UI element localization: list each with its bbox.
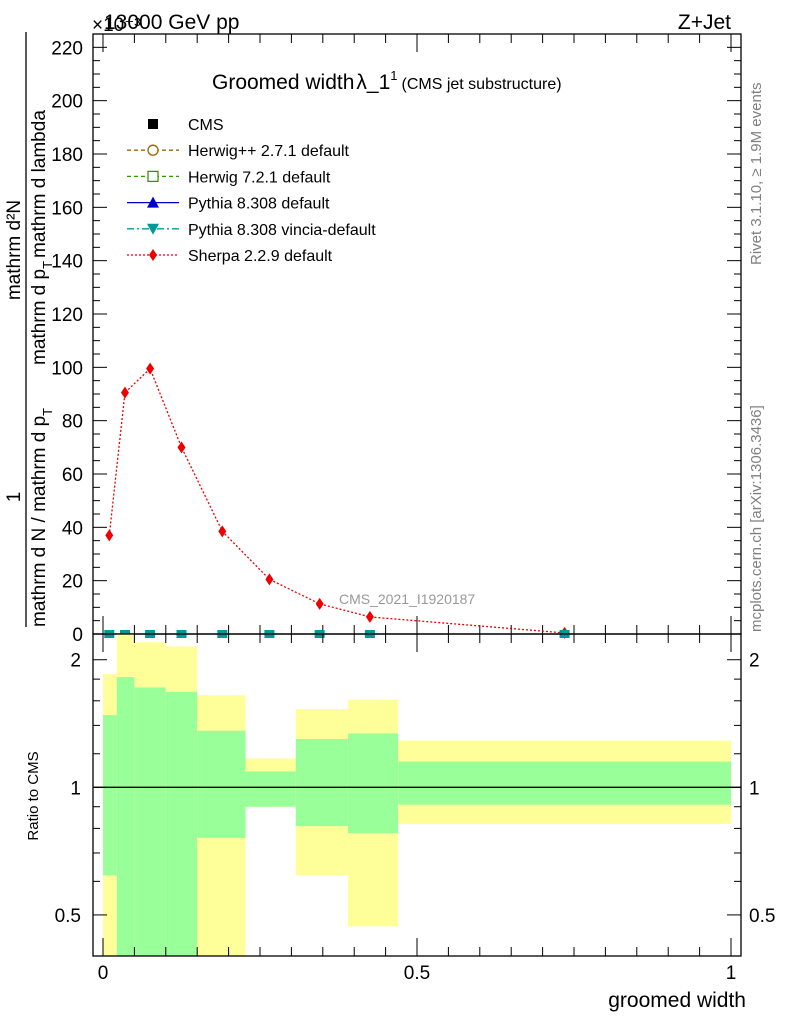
legend-marker-sherpa <box>149 249 157 261</box>
y-right-numerator: mathrm d²N <box>4 200 25 300</box>
ratio-inner-band-2 <box>134 687 166 956</box>
title-superscript: 1 <box>390 68 397 83</box>
legend-label-pythia: Pythia 8.308 default <box>188 196 330 213</box>
main-y-tick-label-0: 0 <box>72 625 83 646</box>
ratio-y-tick-label-0: 0.5 <box>55 906 81 927</box>
rivet-label: Rivet 3.1.10, ≥ 1.9M events <box>748 83 765 266</box>
ratio-y-tick-label-right-2: 2 <box>749 651 760 672</box>
ratio-bands <box>103 634 731 956</box>
sherpa-point-0 <box>105 529 114 542</box>
legend-marker-vincia <box>147 223 159 235</box>
title-symbol: λ_1 <box>356 71 390 94</box>
legend-marker-data <box>148 119 158 129</box>
title-note: (CMS jet substructure) <box>402 76 562 93</box>
chart-title: Groomed widthλ_11 (CMS jet substructure) <box>212 68 562 94</box>
ratio-y-tick-label-right-0: 0.5 <box>749 906 775 927</box>
legend-marker-herwigpp <box>147 144 159 156</box>
analysis-watermark: CMS_2021_I1920187 <box>339 591 475 607</box>
legend-label-sherpa: Sherpa 2.2.9 default <box>188 248 333 265</box>
ratio-inner-band-4 <box>197 730 246 838</box>
sherpa-point-5 <box>265 573 274 586</box>
main-y-tick-label-4: 80 <box>62 412 83 433</box>
main-y-tick-label-8: 160 <box>51 198 83 219</box>
ratio-y-tick-label-right-1: 1 <box>749 778 760 799</box>
ratio-inner-band-6 <box>295 739 348 827</box>
ratio-inner-band-7 <box>347 733 399 834</box>
ratio-plot: 0.5 0.5 1 1 2 2 0 0.5 1 <box>55 633 775 984</box>
main-y-tick-label-5: 100 <box>51 358 83 379</box>
main-y-tick-label-2: 40 <box>62 518 83 539</box>
x-tick-label-1: 0.5 <box>404 963 430 984</box>
ratio-inner-band-1 <box>116 677 135 956</box>
x-tick-label-2: 1 <box>726 963 737 984</box>
legend: CMS Herwig++ 2.7.1 default Herwig 7.2.1 de… <box>127 117 376 265</box>
main-y-tick-label-9: 180 <box>51 145 83 166</box>
exponent-label: ×10⁻³ <box>92 15 141 36</box>
legend-label-data: CMS <box>188 117 224 134</box>
sherpa-line <box>108 367 565 634</box>
main-plot: 0 20 40 60 80 100 120 140 160 180 200 220 <box>51 33 742 646</box>
main-y-tick-label-6: 120 <box>51 305 83 326</box>
main-y-label: 1 mathrm d N / mathrm d pT mathrm d²N ma… <box>4 32 55 627</box>
ratio-y-tick-label-1: 1 <box>70 778 81 799</box>
legend-marker-herwig7 <box>147 170 159 183</box>
ratio-inner-band-0 <box>103 715 117 876</box>
x-tick-label-0: 0 <box>98 963 109 984</box>
legend-label-herwigpp: Herwig++ 2.7.1 default <box>188 143 350 160</box>
main-y-tick-label-3: 60 <box>62 465 83 486</box>
sherpa-point-4 <box>218 525 227 538</box>
energy-label: 13000 GeV pp <box>104 11 239 34</box>
y-frac-denominator: mathrm d N / mathrm d pT <box>29 408 55 627</box>
sherpa-point-7 <box>365 610 374 623</box>
ratio-y-tick-label-2: 2 <box>70 651 81 672</box>
ratio-inner-band-3 <box>165 691 198 956</box>
y-frac-numerator: 1 <box>4 492 25 503</box>
ratio-inner-band-8 <box>398 761 731 805</box>
mcplots-label: mcplots.cern.ch [arXiv:1306.3436] <box>748 405 765 632</box>
main-y-tick-label-11: 220 <box>51 38 83 59</box>
main-y-tick-label-10: 200 <box>51 92 83 113</box>
sherpa-point-2 <box>146 362 155 375</box>
x-axis-label: groomed width <box>608 989 746 1012</box>
legend-label-vincia: Pythia 8.308 vincia-default <box>188 222 376 239</box>
ratio-y-label: Ratio to CMS <box>25 751 42 840</box>
process-label: Z+Jet <box>678 11 731 34</box>
sherpa-point-6 <box>315 597 324 610</box>
main-y-tick-label-7: 140 <box>51 252 83 273</box>
title-main: Groomed width <box>212 71 354 94</box>
sherpa-point-3 <box>177 441 186 454</box>
main-y-tick-label-1: 20 <box>62 572 83 593</box>
legend-marker-pythia <box>147 196 159 208</box>
y-right-denominator: mathrm d pTmathrm d lambda <box>29 110 55 365</box>
ratio-inner-band-5 <box>245 771 296 807</box>
legend-label-herwig7: Herwig 7.2.1 default <box>188 169 331 186</box>
sherpa-point-1 <box>120 386 129 399</box>
